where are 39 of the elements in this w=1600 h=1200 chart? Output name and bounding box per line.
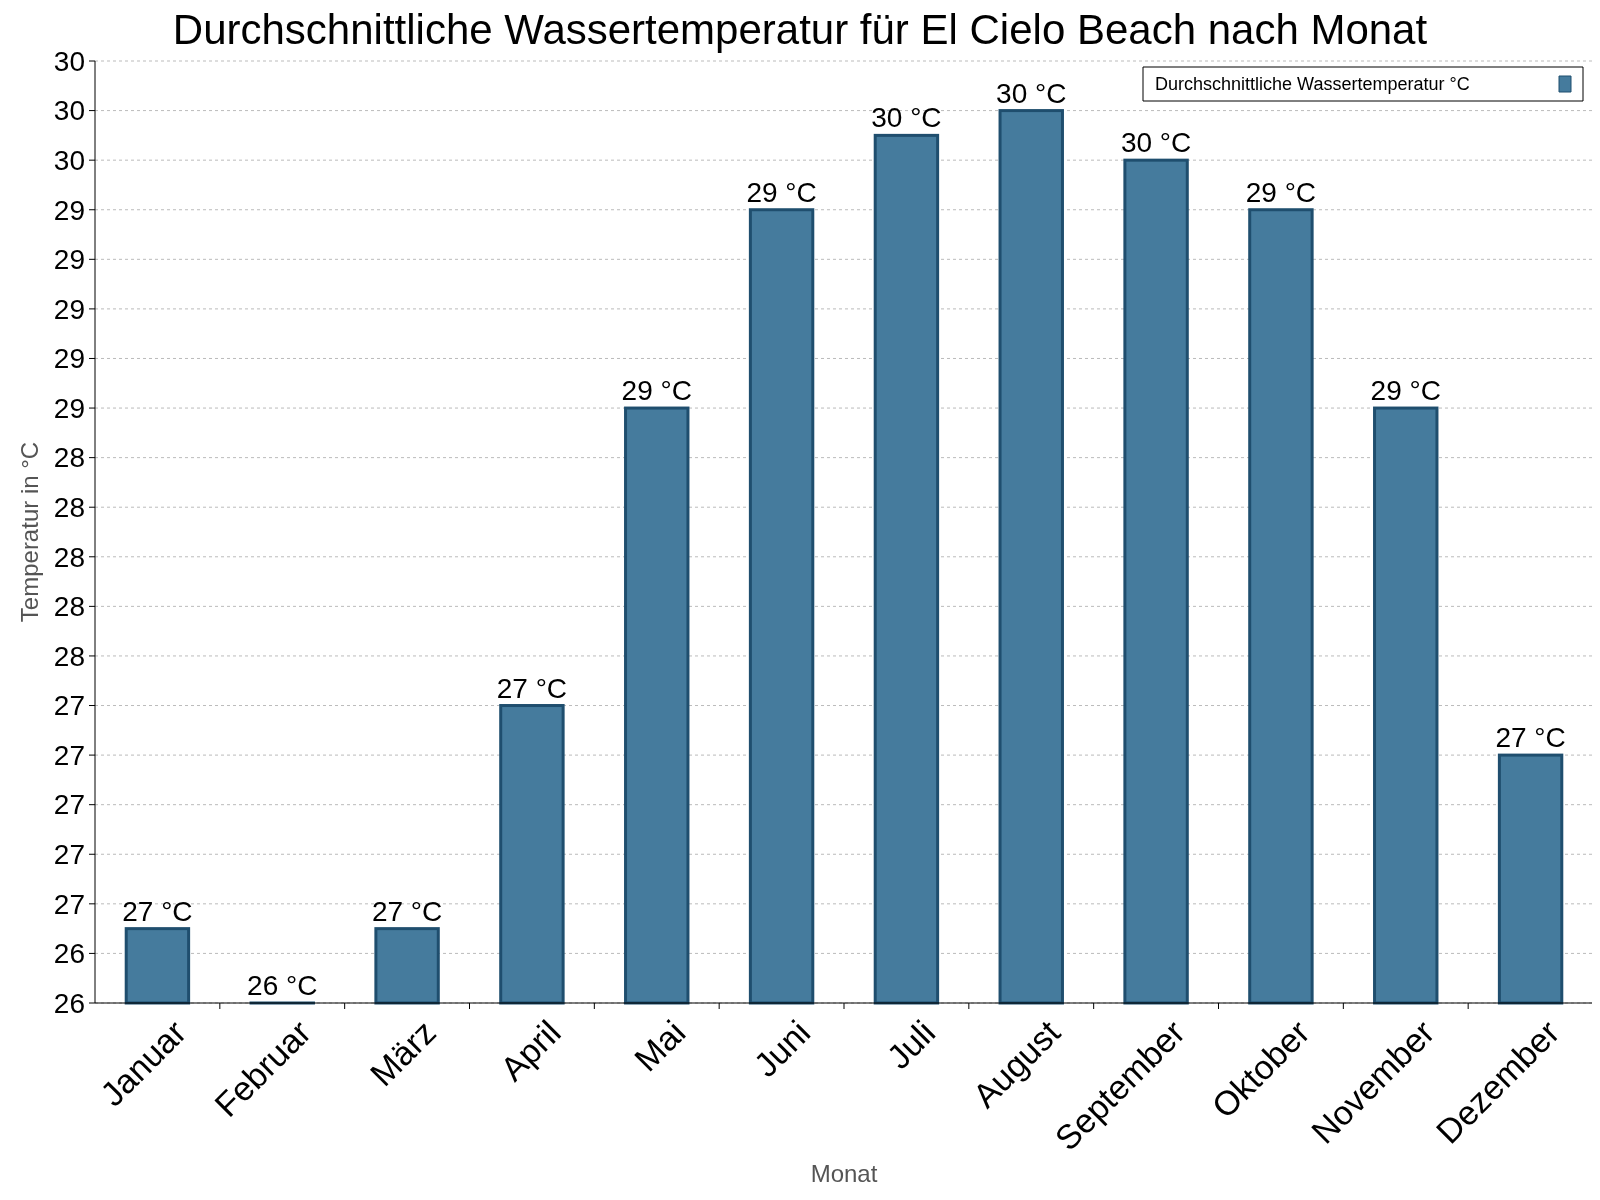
y-tick-label: 26 [53,938,85,970]
y-tick-label: 29 [53,343,85,375]
data-label: 26 °C [247,970,318,1001]
y-tick-label: 28 [53,591,85,623]
x-axis-title: Monat [810,1160,878,1187]
x-tick-label: Juni [746,1012,818,1084]
y-tick-label: 27 [53,888,85,920]
data-label: 27 °C [1495,722,1566,754]
y-tick-label: 28 [53,492,85,524]
data-label: 27 °C [122,895,193,927]
y-axis-title: Temperatur in °C [16,441,43,623]
y-tick-label: 27 [53,739,85,771]
y-tick-label: 27 [53,690,85,722]
y-tick-label: 29 [53,293,85,325]
y-tick-label: 30 [53,45,85,77]
data-label: 29 °C [1245,176,1317,208]
y-tick-label: 27 [53,789,85,821]
data-label: 30 °C [996,77,1067,109]
y-tick-label: 26 [53,987,85,1019]
legend: Durchschnittliche Wassertemperatur °C [1142,66,1584,102]
y-tick-label: 29 [53,244,85,276]
y-tick-label: 28 [53,442,85,474]
y-tick-label: 28 [53,640,85,672]
y-tick-label: 27 [53,839,85,871]
data-label: 29 °C [746,176,817,208]
data-label: 29 °C [621,375,692,407]
x-tick-label: Mai [626,1012,693,1079]
data-label: 27 °C [371,895,443,927]
y-tick-label: 30 [53,144,85,176]
data-label: 30 °C [871,102,942,134]
data-label: 27 °C [496,672,568,704]
x-tick-label: Juli [879,1012,943,1076]
y-tick-label: 30 [53,95,85,127]
y-tick-label: 29 [53,194,85,226]
chart-title: Durchschnittliche Wassertemperatur für El Cielo Beach nach Monat [172,6,1428,53]
data-label: 30 °C [1120,127,1192,159]
data-label: 29 °C [1370,375,1441,407]
y-tick-label: 28 [53,541,85,573]
y-tick-label: 29 [53,392,85,424]
